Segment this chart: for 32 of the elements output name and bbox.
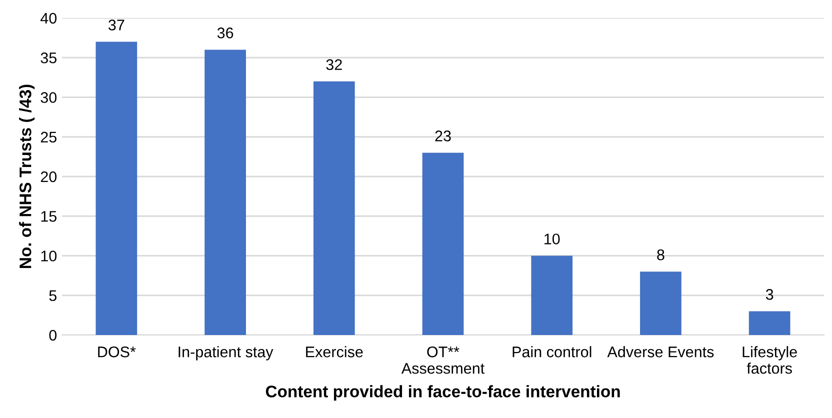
y-tick-label: 10 bbox=[41, 250, 57, 262]
x-tick-label: DOS* bbox=[98, 346, 136, 358]
data-label: 23 bbox=[435, 130, 451, 142]
y-tick-label: 40 bbox=[40, 12, 57, 24]
bar bbox=[531, 256, 573, 335]
x-tick-label: Pain control bbox=[512, 346, 592, 358]
x-axis-title: Content provided in face-to-face intervention bbox=[266, 385, 620, 401]
data-label: 37 bbox=[108, 20, 124, 30]
y-tick-label: 0 bbox=[49, 330, 57, 341]
data-label: 36 bbox=[217, 28, 234, 38]
y-tick-label: 35 bbox=[40, 52, 56, 64]
y-tick-label: 5 bbox=[49, 290, 56, 302]
bar bbox=[422, 152, 464, 335]
x-tick-label: OT** Assessment bbox=[401, 346, 484, 374]
data-label: 8 bbox=[657, 249, 664, 260]
data-label: 3 bbox=[766, 289, 774, 300]
bar bbox=[748, 311, 790, 335]
x-tick-label: Exercise bbox=[306, 346, 363, 358]
data-label: 10 bbox=[544, 234, 560, 244]
y-tick-label: 15 bbox=[41, 211, 56, 222]
x-tick-label: Adverse Events bbox=[607, 346, 714, 358]
x-tick-label: Lifestyle factors bbox=[742, 346, 797, 374]
data-label: 32 bbox=[326, 59, 342, 70]
y-tick-label: 30 bbox=[40, 92, 57, 103]
y-axis-title: No. of NHS Trusts ( /43) bbox=[19, 84, 35, 268]
bar bbox=[313, 81, 355, 335]
bar bbox=[640, 272, 682, 335]
bar bbox=[96, 42, 138, 335]
y-tick-label: 20 bbox=[40, 171, 57, 182]
y-tick-label: 25 bbox=[40, 132, 56, 143]
bar bbox=[204, 50, 246, 335]
x-tick-label: In-patient stay bbox=[178, 346, 274, 360]
